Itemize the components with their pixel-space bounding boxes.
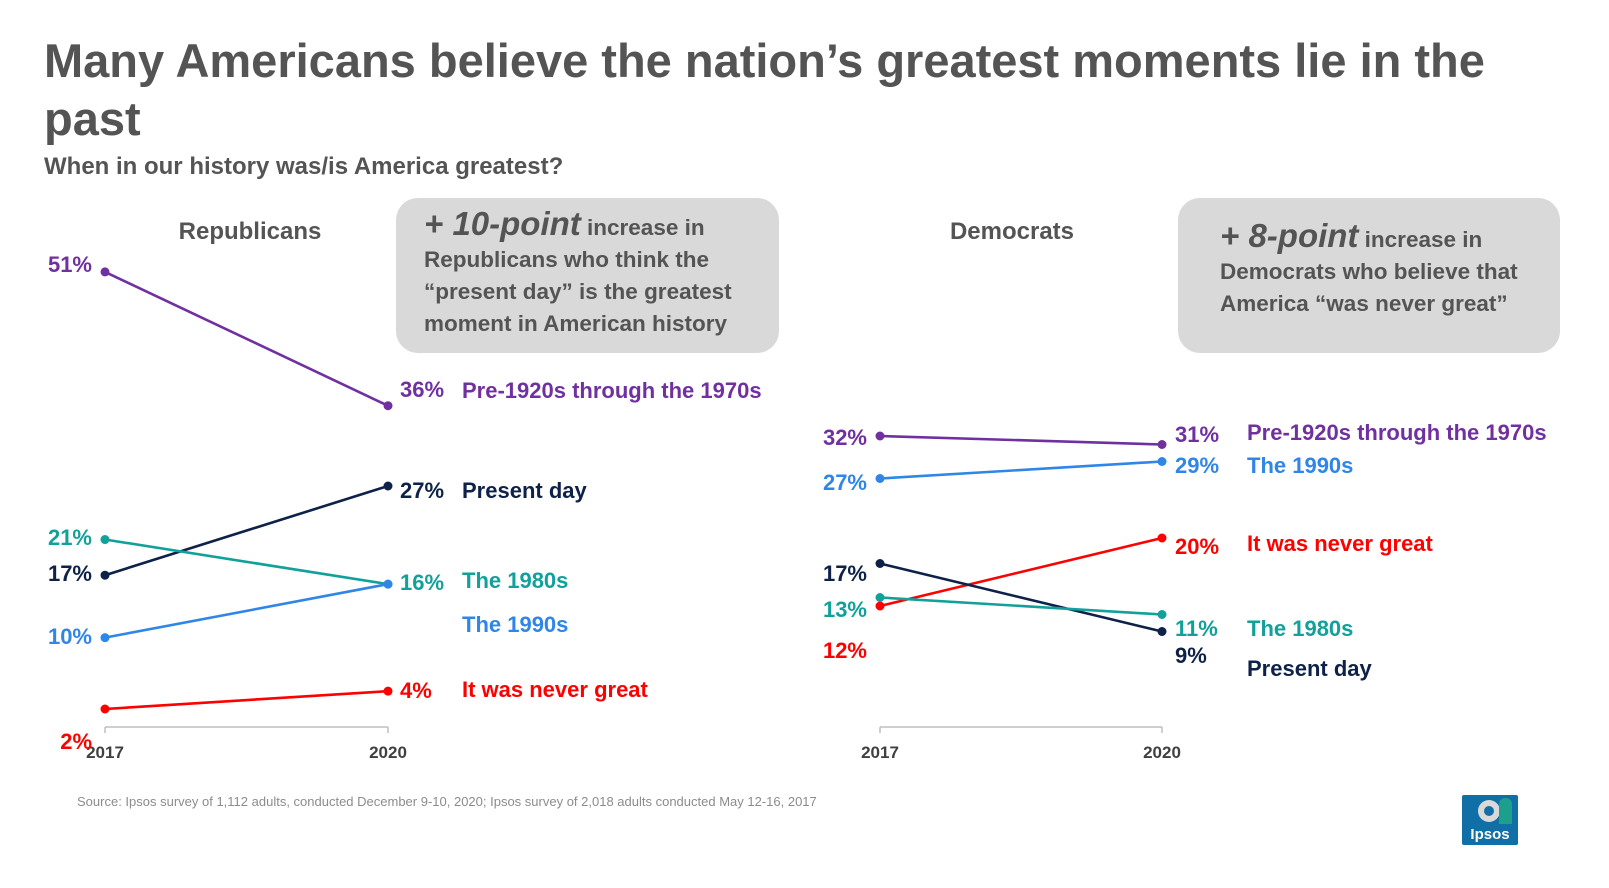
data-point bbox=[383, 579, 393, 589]
data-label: 11% bbox=[1175, 616, 1218, 641]
data-label: 51% bbox=[48, 252, 92, 277]
democrats-callout-text: increase in Democrats who believe that A… bbox=[1220, 227, 1518, 316]
data-point bbox=[1157, 533, 1167, 543]
data-label: 21% bbox=[48, 525, 92, 550]
republicans-callout-text: increase in Republicans who think the “p… bbox=[424, 215, 732, 336]
data-label: 32% bbox=[823, 425, 867, 450]
series-name-label: It was never great bbox=[462, 677, 649, 702]
data-label: 17% bbox=[823, 561, 867, 586]
series-line bbox=[879, 562, 1163, 633]
data-point bbox=[100, 704, 110, 714]
data-label: 31% bbox=[1175, 422, 1219, 447]
data-label: 17% bbox=[48, 561, 92, 586]
democrats-callout-highlight: + 8-point bbox=[1220, 217, 1359, 254]
series-line bbox=[104, 689, 389, 711]
data-label: 2% bbox=[60, 729, 92, 754]
page-title: Many Americans believe the nation’s grea… bbox=[44, 34, 1485, 145]
data-label: 4% bbox=[400, 678, 432, 703]
data-point bbox=[875, 593, 885, 602]
data-label: 10% bbox=[48, 624, 92, 649]
x-tick-label: 2020 bbox=[1143, 743, 1181, 762]
data-point bbox=[875, 601, 885, 611]
series-name-label: The 1990s bbox=[462, 612, 568, 637]
data-label: 29% bbox=[1175, 453, 1219, 478]
series-line bbox=[879, 460, 1163, 480]
panel-title: Republicans bbox=[179, 218, 322, 245]
ipsos-logo: Ipsos bbox=[1462, 795, 1518, 845]
series-name-label: The 1980s bbox=[462, 568, 568, 593]
x-tick-label: 2020 bbox=[369, 743, 407, 762]
republicans-callout-highlight: + 10-point bbox=[424, 205, 581, 242]
data-point bbox=[383, 481, 393, 491]
data-point bbox=[383, 686, 393, 696]
data-label: 12% bbox=[823, 638, 867, 663]
data-label: 27% bbox=[823, 470, 867, 495]
series-line bbox=[104, 582, 389, 639]
data-point bbox=[875, 559, 885, 568]
x-tick-label: 2017 bbox=[861, 743, 899, 762]
data-label: 9% bbox=[1175, 643, 1207, 668]
data-point bbox=[100, 570, 110, 580]
data-point bbox=[875, 431, 885, 441]
panel-title: Democrats bbox=[950, 218, 1074, 245]
series-name-label: The 1980s bbox=[1247, 616, 1353, 641]
data-point bbox=[100, 267, 110, 277]
data-label: 13% bbox=[823, 597, 867, 622]
democrats-callout: + 8-point increase in Democrats who beli… bbox=[1178, 198, 1560, 353]
data-point bbox=[875, 474, 885, 483]
data-point bbox=[383, 401, 393, 411]
page-subtitle: When in our history was/is America great… bbox=[44, 153, 564, 180]
data-point bbox=[1157, 627, 1167, 636]
republicans-callout: + 10-point increase in Republicans who t… bbox=[396, 198, 779, 353]
data-point bbox=[1157, 457, 1167, 466]
series-name-label: Present day bbox=[462, 478, 587, 503]
data-label: 36% bbox=[400, 377, 444, 402]
data-point bbox=[1157, 610, 1167, 619]
data-point bbox=[100, 535, 110, 545]
ipsos-logo-text: Ipsos bbox=[1470, 826, 1510, 843]
series-line bbox=[104, 484, 389, 577]
data-point bbox=[1157, 440, 1167, 449]
series-name-label: Present day bbox=[1247, 656, 1372, 681]
series-name-label: The 1990s bbox=[1247, 453, 1353, 478]
data-label: 20% bbox=[1175, 534, 1219, 559]
series-line bbox=[879, 596, 1163, 616]
data-label: 27% bbox=[400, 478, 444, 503]
series-name-label: Pre-1920s through the 1970s bbox=[1247, 420, 1547, 445]
series-line bbox=[104, 538, 389, 586]
series-name-label: It was never great bbox=[1247, 531, 1434, 556]
series-line bbox=[104, 270, 389, 407]
series-line bbox=[879, 536, 1163, 608]
data-point bbox=[100, 633, 110, 643]
source-note: Source: Ipsos survey of 1,112 adults, co… bbox=[77, 794, 817, 809]
data-label: 16% bbox=[400, 570, 444, 595]
series-name-label: Pre-1920s through the 1970s bbox=[462, 378, 762, 403]
x-tick-label: 2017 bbox=[86, 743, 124, 762]
series-line bbox=[879, 434, 1163, 446]
